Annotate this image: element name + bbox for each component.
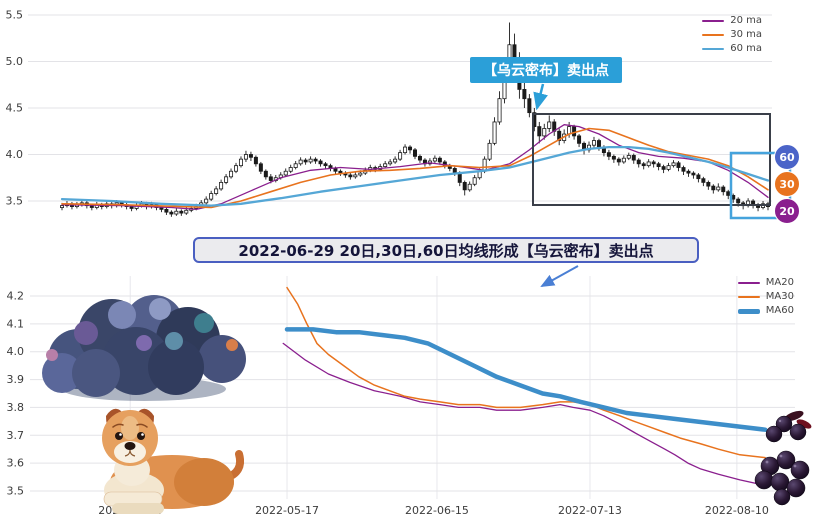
top-y-tick-label: 5.0	[6, 55, 24, 68]
bottom-chart-legend: MA20 MA30 MA60	[737, 277, 794, 316]
legend-label-ma60: MA60	[765, 305, 794, 316]
legend-item-20ma: 20 ma	[702, 16, 762, 26]
legend-label-ma20: MA20	[765, 277, 794, 288]
top-y-tick-label: 4.0	[6, 148, 24, 161]
legend-label-ma30: MA30	[765, 291, 794, 302]
ma20-price-badge: 20	[774, 198, 800, 224]
candles-group	[60, 22, 771, 217]
legend-label-60ma: 60 ma	[730, 43, 762, 54]
legend-item-ma20: MA20	[737, 277, 794, 288]
bottom-x-tick-label: 2022-05-17	[255, 504, 319, 517]
bottom-y-tick-label: 3.7	[7, 429, 25, 442]
legend-item-60ma: 60 ma	[702, 44, 762, 54]
legend-swatch-20ma	[702, 20, 725, 22]
sell-point-callout: 【乌云密布】卖出点	[470, 57, 622, 83]
bottom-y-tick-label: 3.5	[7, 484, 25, 497]
top-y-tick-label: 5.5	[6, 9, 24, 22]
legend-swatch-ma60	[737, 308, 760, 314]
ma60-price-badge: 60	[774, 144, 800, 170]
top-grid: 3.5 4.0 4.5 5.0 5.5	[6, 9, 772, 208]
dog-illustration	[102, 408, 244, 514]
blackberries-illustration	[754, 410, 812, 506]
bottom-y-tick-label: 4.0	[7, 345, 25, 358]
legend-swatch-60ma	[702, 48, 725, 50]
bottom-x-tick-label: 2022-07-13	[558, 504, 622, 517]
storm-cloud-illustration	[42, 295, 246, 401]
legend-swatch-ma20	[737, 282, 760, 284]
summary-banner: 2022-06-29 20日,30日,60日均线形成【乌云密布】卖出点	[193, 237, 699, 263]
legend-swatch-ma30	[737, 296, 760, 298]
bottom-y-tick-label: 3.8	[7, 401, 25, 414]
bottom-x-tick-label: 2022-08-10	[705, 504, 769, 517]
top-y-tick-label: 4.5	[6, 102, 24, 115]
series-line-MA60	[284, 327, 768, 432]
bottom-series-lines	[282, 286, 768, 487]
top-y-tick-label: 3.5	[6, 195, 24, 208]
top-candlestick-chart: 3.5 4.0 4.5 5.0 5.5	[6, 9, 772, 217]
legend-swatch-30ma	[702, 34, 725, 36]
bottom-y-tick-label: 3.9	[7, 373, 25, 386]
ma30-price-badge: 30	[774, 171, 800, 197]
bottom-x-tick-label: 2022-06-15	[405, 504, 469, 517]
top-chart-legend: 20 ma 30 ma 60 ma	[702, 16, 762, 54]
legend-label-20ma: 20 ma	[730, 15, 762, 26]
bottom-y-tick-label: 4.2	[7, 290, 25, 303]
bottom-y-tick-label: 4.1	[7, 317, 25, 330]
bottom-y-tick-label: 3.6	[7, 457, 25, 470]
legend-item-ma60: MA60	[737, 305, 794, 316]
legend-item-ma30: MA30	[737, 291, 794, 302]
legend-label-30ma: 30 ma	[730, 29, 762, 40]
series-line-MA20	[282, 342, 766, 487]
legend-item-30ma: 30 ma	[702, 30, 762, 40]
series-line-MA30	[286, 286, 766, 459]
